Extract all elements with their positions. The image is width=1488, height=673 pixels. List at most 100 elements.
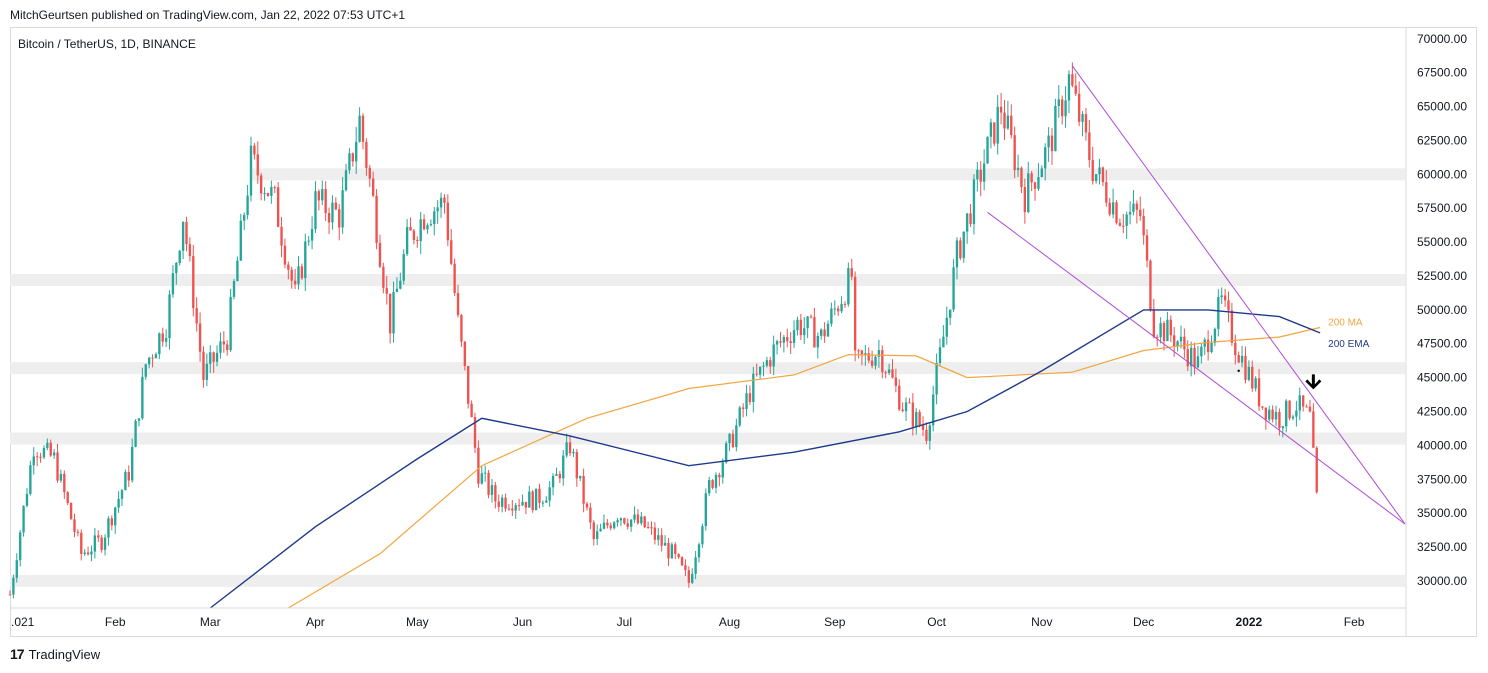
- candle-body: [633, 514, 636, 520]
- price-tick-label: 50000.00: [1417, 303, 1467, 317]
- zone-1: [10, 274, 1405, 287]
- candle-body: [1156, 336, 1159, 338]
- candle-body: [948, 309, 952, 318]
- candle-body: [772, 344, 775, 367]
- time-tick-label: Feb: [1344, 615, 1365, 629]
- time-axis[interactable]: .021 Feb Mar Apr May Jun Jul Aug Sep Oct Nov Dec 202…: [10, 607, 1406, 629]
- candle-body: [348, 153, 351, 171]
- candle-body: [12, 577, 15, 595]
- candle-body: [1091, 160, 1094, 182]
- candle-body: [1030, 173, 1033, 183]
- candle-body: [1122, 225, 1125, 227]
- candle-body: [188, 244, 192, 257]
- candle-body: [477, 447, 480, 484]
- candle-body: [680, 557, 684, 566]
- candle-body: [304, 241, 307, 279]
- candle-body: [1020, 167, 1023, 188]
- candle-body: [657, 535, 660, 540]
- candle-body: [877, 350, 881, 357]
- candle-body: [1084, 114, 1088, 133]
- candle-body: [382, 266, 385, 288]
- candle-body: [365, 141, 368, 168]
- candle-body: [368, 167, 371, 179]
- time-tick-label: Sep: [824, 615, 846, 629]
- candle-body: [443, 197, 446, 203]
- trendline-1: [987, 211, 1406, 525]
- candle-body: [996, 106, 999, 144]
- candle-body: [612, 522, 616, 529]
- price-axis[interactable]: 70000.00 67500.00 65000.00 62500.00 60000.00…: [1405, 28, 1467, 636]
- candle-body: [1016, 167, 1020, 171]
- candle-body: [483, 472, 487, 474]
- candle-body: [114, 507, 117, 526]
- candle-body: [864, 353, 867, 356]
- candle-body: [246, 195, 249, 216]
- time-tick-label: Mar: [200, 615, 221, 629]
- candle-body: [317, 191, 321, 201]
- candle-body: [1206, 339, 1210, 353]
- series-label-0: 200 MA: [1328, 317, 1363, 328]
- candle-body: [579, 475, 582, 479]
- candle-body: [775, 341, 779, 345]
- candle-body: [467, 366, 470, 404]
- candle-body: [1227, 300, 1230, 311]
- candle-body: [1186, 349, 1189, 367]
- candle-body: [1200, 346, 1203, 357]
- candle-body: [507, 508, 511, 510]
- candle-body: [100, 537, 103, 550]
- candle-body: [589, 507, 592, 523]
- candle-body: [969, 213, 972, 225]
- candle-body: [514, 505, 517, 511]
- candle-body: [1213, 328, 1217, 343]
- candle-body: [103, 537, 107, 550]
- candle-body: [646, 527, 650, 529]
- candle-body: [942, 336, 945, 348]
- candle-body: [18, 532, 22, 561]
- price-tick-label: 32500.00: [1417, 540, 1467, 554]
- candle-body: [1257, 378, 1261, 407]
- candle-body: [952, 267, 955, 310]
- candle-body: [8, 594, 12, 596]
- candle-body: [1220, 295, 1223, 298]
- candle-body: [945, 317, 948, 337]
- candle-body: [331, 202, 334, 223]
- price-tick-label: 37500.00: [1417, 472, 1467, 486]
- time-tick-label: Jun: [513, 615, 532, 629]
- candle-body: [127, 471, 130, 481]
- candle-body: [687, 570, 691, 583]
- candle-body: [1173, 335, 1176, 347]
- candle-body: [107, 518, 110, 538]
- candle-body: [881, 350, 884, 373]
- candle-body: [198, 323, 202, 352]
- candle-body: [154, 354, 158, 359]
- candle-body: [979, 169, 982, 182]
- candle-body: [731, 433, 735, 448]
- candle-body: [463, 341, 467, 367]
- candle-body: [117, 498, 120, 508]
- candle-body: [935, 362, 938, 395]
- candle-body: [293, 280, 297, 285]
- candle-body: [215, 352, 219, 362]
- candle-body: [782, 336, 786, 343]
- candle-body: [609, 525, 612, 529]
- candle-body: [558, 474, 562, 479]
- candle-body: [426, 225, 429, 230]
- candle-body: [93, 535, 97, 552]
- price-tick-label: 62500.00: [1417, 133, 1467, 147]
- candle-body: [1305, 406, 1308, 408]
- candle-body: [171, 273, 175, 295]
- candle-body: [487, 472, 490, 495]
- candle-body: [925, 429, 928, 441]
- candle-body: [73, 519, 76, 532]
- candle-body: [470, 403, 473, 418]
- candle-body: [813, 317, 816, 348]
- candle-body: [22, 505, 25, 533]
- candle-body: [965, 213, 969, 232]
- footer: 17 TradingView: [10, 646, 100, 662]
- candle-body: [724, 443, 728, 463]
- candle-body: [1033, 182, 1037, 189]
- candle-body: [419, 219, 422, 242]
- candle-body: [310, 229, 314, 241]
- candle-body: [721, 462, 724, 478]
